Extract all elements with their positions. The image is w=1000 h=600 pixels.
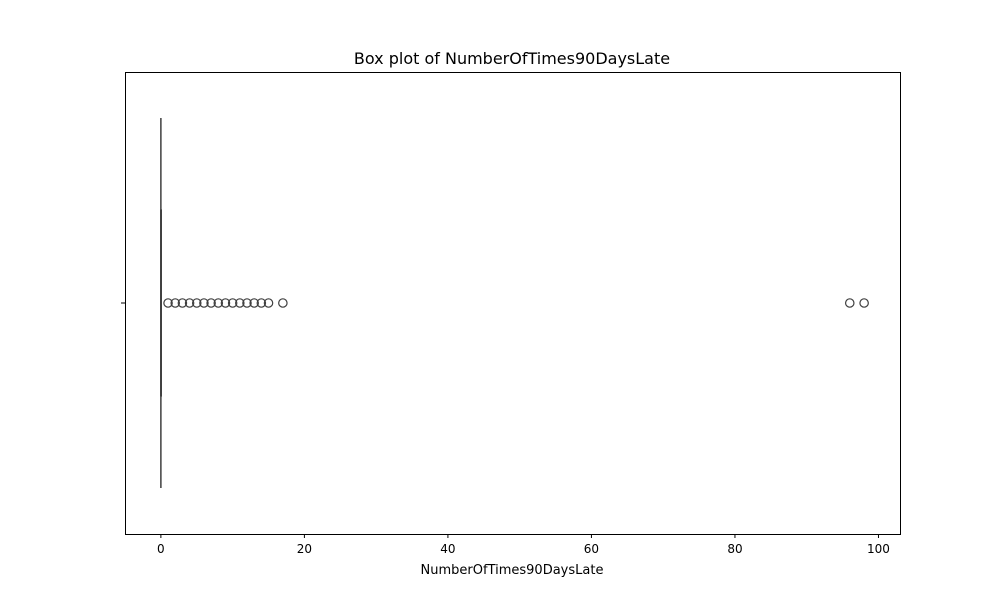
x-tick-label: 100 [867, 542, 890, 556]
outlier-point [844, 298, 855, 308]
outlier-point [859, 298, 869, 308]
x-tick-label: 40 [440, 542, 455, 556]
x-tick-label: 0 [157, 542, 165, 556]
outlier-point [177, 298, 188, 308]
plot-frame [125, 72, 901, 535]
x-tick-label: 20 [297, 542, 312, 556]
outlier-point [163, 298, 173, 308]
outlier-point [206, 298, 216, 308]
outlier-points [163, 298, 869, 308]
outlier-point [220, 298, 231, 308]
outlier-point [191, 298, 202, 308]
outlier-point [199, 298, 209, 308]
outlier-point [242, 298, 252, 308]
plot-area [125, 72, 901, 535]
outlier-point [256, 298, 267, 308]
box-plot [160, 118, 162, 488]
chart-title: Box plot of NumberOfTimes90DaysLate [354, 49, 670, 68]
outlier-point [170, 298, 181, 308]
x-axis-label: NumberOfTimes90DaysLate [421, 563, 604, 578]
outlier-point [184, 298, 195, 308]
x-axis: 0 20 40 60 80 100 [157, 534, 890, 556]
outlier-point [263, 298, 274, 308]
outlier-point [227, 298, 238, 308]
outlier-point [213, 298, 224, 308]
x-tick-label: 80 [727, 542, 742, 556]
outlier-point [235, 298, 245, 308]
outlier-point [249, 298, 259, 308]
outlier-point [278, 298, 288, 308]
x-tick-label: 60 [584, 542, 599, 556]
